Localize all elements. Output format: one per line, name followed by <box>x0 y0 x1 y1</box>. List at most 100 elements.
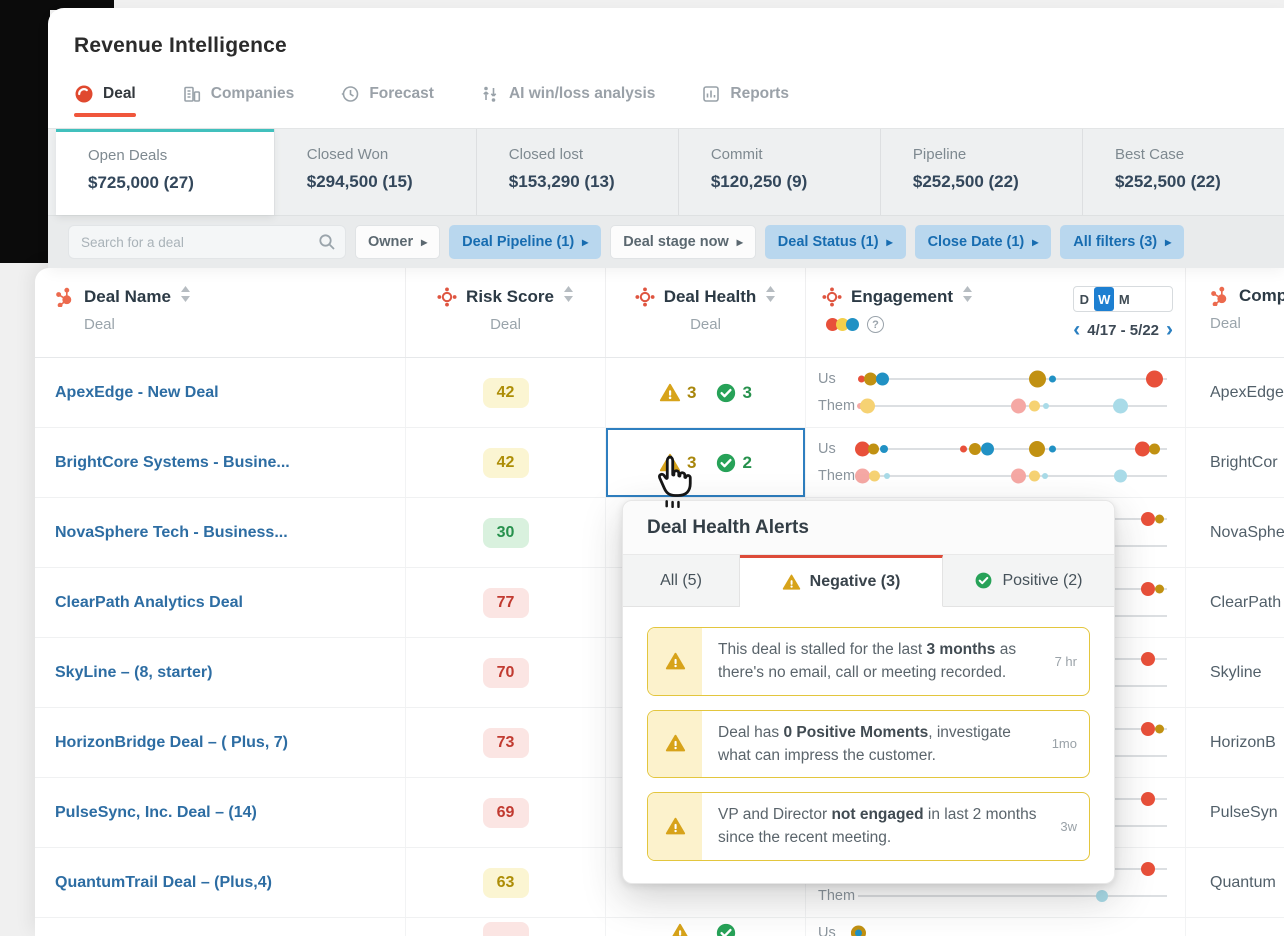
chevron-right-icon[interactable]: › <box>1166 318 1173 341</box>
deal-health-cell[interactable] <box>605 848 805 917</box>
alert-time: 3w <box>1060 818 1077 834</box>
warning-icon <box>648 628 702 695</box>
deal-health-cell[interactable] <box>605 568 805 637</box>
filter-deal-status[interactable]: Deal Status (1) ▸ <box>764 225 906 259</box>
alert-card: This deal is stalled for the last 3 mont… <box>647 627 1090 696</box>
engagement-dot <box>855 441 871 457</box>
risk-score-cell <box>405 918 605 936</box>
engagement-dot <box>867 443 879 455</box>
filter-owner[interactable]: Owner ▸ <box>355 225 441 259</box>
deal-name-link[interactable]: HorizonBridge Deal – ( Plus, 7) <box>55 733 288 751</box>
engagement-dot <box>1141 652 1156 666</box>
company-cell: ApexEdge <box>1185 358 1284 427</box>
stat-value: $252,500 (22) <box>912 172 1019 191</box>
tab-positive[interactable]: Positive (2) <box>943 555 1114 607</box>
risk-score-pill: 69 <box>482 797 529 828</box>
filter-all-filters[interactable]: All filters (3) ▸ <box>1060 225 1185 259</box>
main-nav: Deal Companies Forecast <box>74 84 1284 117</box>
positive-count: 3 <box>742 382 752 402</box>
page-title: Revenue Intelligence <box>74 34 287 57</box>
deal-health-cell[interactable] <box>605 918 805 936</box>
deal-name-link[interactable]: PulseSync, Inc. Deal – (14) <box>55 803 257 821</box>
stat-card-closed-lost[interactable]: Closed lost $153,290 (13) <box>475 129 678 215</box>
stat-card-pipeline[interactable]: Pipeline $252,500 (22) <box>879 129 1082 215</box>
tab-companies[interactable]: Companies <box>182 84 294 117</box>
engagement-dot <box>1149 443 1161 455</box>
risk-score-pill: 77 <box>482 587 529 618</box>
chevron-left-icon[interactable]: ‹ <box>1073 318 1081 341</box>
tab-deal[interactable]: Deal <box>74 84 136 117</box>
risk-score-cell: 63 <box>405 848 605 917</box>
risk-score-pill: 70 <box>482 657 529 688</box>
engagement-us-row: Us <box>818 924 866 936</box>
sort-icon[interactable] <box>180 286 191 307</box>
stat-value: $725,000 (27) <box>88 173 194 192</box>
search-box <box>68 225 346 259</box>
toggle-day[interactable]: D <box>1079 291 1089 307</box>
column-header-company[interactable]: Comp Deal <box>1185 268 1284 357</box>
tab-all[interactable]: All (5) <box>623 555 740 607</box>
filter-deal-pipeline[interactable]: Deal Pipeline (1) ▸ <box>449 225 602 259</box>
deal-health-cell[interactable] <box>605 778 805 847</box>
popup-title: Deal Health Alerts <box>623 501 1114 555</box>
tab-reports[interactable]: Reports <box>701 84 789 117</box>
stat-card-best-case[interactable]: Best Case $252,500 (22) <box>1081 129 1284 215</box>
engagement-dot <box>1141 582 1156 596</box>
toggle-week[interactable]: W <box>1094 287 1115 311</box>
filter-deal-stage[interactable]: Deal stage now ▸ <box>610 225 756 259</box>
column-header-deal-health[interactable]: Deal Health Deal <box>605 268 805 357</box>
tab-ai-winloss[interactable]: AI win/loss analysis <box>480 84 655 117</box>
background-dark-top <box>48 0 114 10</box>
engagement-dot <box>880 445 889 453</box>
sort-icon[interactable] <box>563 286 574 307</box>
deal-health-cell[interactable] <box>605 638 805 707</box>
check-icon <box>715 382 737 404</box>
column-header-engagement[interactable]: Engagement ? D W <box>805 268 1185 357</box>
column-header-risk-score[interactable]: Risk Score Deal <box>405 268 605 357</box>
deal-name-cell: BrightCore Systems - Busine... <box>35 428 405 497</box>
reports-icon <box>701 84 721 104</box>
engagement-dot <box>969 443 982 455</box>
date-range: 4/17 - 5/22 <box>1087 321 1159 339</box>
deal-name-link[interactable]: ApexEdge - New Deal <box>55 383 219 401</box>
engagement-dot <box>1154 514 1164 524</box>
engagement-dot <box>856 403 863 409</box>
sort-icon[interactable] <box>765 286 776 307</box>
sort-icon[interactable] <box>962 286 973 307</box>
deal-health-cell[interactable] <box>605 708 805 777</box>
stat-card-closed-won[interactable]: Closed Won $294,500 (15) <box>273 129 476 215</box>
tab-negative[interactable]: Negative (3) <box>740 555 943 607</box>
stat-value: $120,250 (9) <box>710 172 808 191</box>
engagement-dot <box>1141 862 1156 876</box>
caret-icon: ▸ <box>1165 235 1172 249</box>
engagement-dot <box>1028 400 1040 412</box>
engagement-dot <box>981 442 995 456</box>
column-source: Deal <box>1210 315 1241 332</box>
deal-name-link[interactable]: BrightCore Systems - Busine... <box>55 453 290 471</box>
tab-forecast[interactable]: Forecast <box>340 84 434 117</box>
tab-forecast-label: Forecast <box>369 85 434 102</box>
stat-card-commit[interactable]: Commit $120,250 (9) <box>677 129 880 215</box>
deal-name-link[interactable]: QuantumTrail Deal – (Plus,4) <box>55 873 272 891</box>
deal-name-link[interactable]: SkyLine – (8, starter) <box>55 663 213 681</box>
gong-icon <box>437 286 457 307</box>
deal-name-link[interactable]: NovaSphere Tech - Business... <box>55 523 288 541</box>
engagement-dot <box>876 372 890 386</box>
engagement-them-label: Them <box>818 888 856 904</box>
search-input[interactable] <box>69 234 345 250</box>
toggle-month[interactable]: M <box>1118 291 1130 307</box>
column-header-deal-name[interactable]: Deal Name Deal <box>35 268 405 357</box>
deal-name-cell: QuantumTrail Deal – (Plus,4) <box>35 848 405 917</box>
deal-health-cell[interactable] <box>605 498 805 567</box>
stat-card-open-deals[interactable]: Open Deals $725,000 (27) <box>56 129 274 215</box>
help-icon[interactable]: ? <box>867 316 884 333</box>
engagement-dot <box>1049 375 1057 383</box>
risk-score-pill <box>482 922 529 936</box>
company-name: PulseSyn <box>1210 803 1278 821</box>
stat-value: $153,290 (13) <box>508 172 615 191</box>
deal-name-link[interactable]: ClearPath Analytics Deal <box>55 593 243 611</box>
popup-tabs: All (5) Negative (3) Positive (2) <box>623 555 1114 607</box>
filter-close-date[interactable]: Close Date (1) ▸ <box>914 225 1052 259</box>
